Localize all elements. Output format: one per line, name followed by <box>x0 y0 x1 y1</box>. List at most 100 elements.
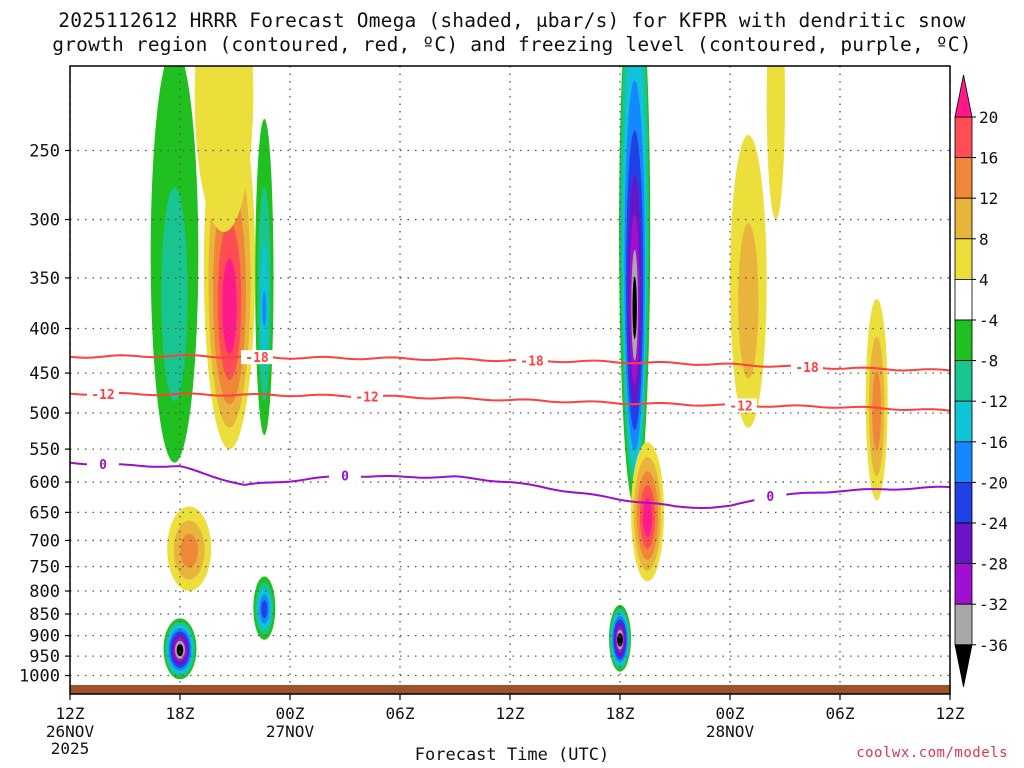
colorbar-bin <box>954 116 973 158</box>
contour-label: -18 <box>795 361 819 376</box>
omega-feature <box>865 298 888 501</box>
colorbar-label: -4 <box>979 311 998 330</box>
contour-label-bg <box>87 457 119 472</box>
y-tick-label: 650 <box>29 503 60 523</box>
x-tick-label: 18Z <box>606 704 635 723</box>
colorbar-top-extension <box>954 74 973 118</box>
omega-core <box>745 291 751 326</box>
contour-label-bg <box>329 468 361 483</box>
colorbar-label: -24 <box>979 514 1008 533</box>
colorbar-bin <box>954 563 973 605</box>
colorbar-label: -8 <box>979 352 998 371</box>
omega-core <box>219 83 229 121</box>
omega-feature <box>609 604 631 672</box>
y-tick-label: 700 <box>29 531 60 551</box>
colorbar-bin <box>954 522 973 564</box>
watermark: coolwx.com/models <box>856 745 1008 761</box>
contour-label: -18 <box>520 355 544 370</box>
y-tick-label: 1000 <box>19 667 60 687</box>
contour-label: 0 <box>99 458 107 473</box>
colorbar-bin <box>954 319 973 361</box>
contour-line-group: -12 -12 -12 <box>70 386 950 415</box>
omega-core <box>262 290 267 327</box>
omega-feature <box>619 66 651 507</box>
colorbar-bin <box>954 238 973 280</box>
colorbar-bin <box>954 360 973 402</box>
contour-line-group: -18 -18 -18 <box>70 350 950 376</box>
contour-label-bg <box>791 360 823 375</box>
colorbar-bin <box>954 197 973 240</box>
omega-feature <box>730 135 767 428</box>
x-axis-label: Forecast Time (UTC) <box>414 745 610 765</box>
y-tick-label: 500 <box>29 404 60 424</box>
x-tick-label: 06Z <box>826 704 855 723</box>
colorbar-label: 8 <box>979 230 989 249</box>
omega-band <box>194 66 254 232</box>
colorbar-label: 12 <box>979 189 998 208</box>
colorbar-label: -16 <box>979 433 1008 452</box>
chart-title-line-1: 2025112612 HRRR Forecast Omega (shaded, … <box>58 9 966 32</box>
y-tick-label: 250 <box>29 142 60 162</box>
contour-line <box>70 391 950 412</box>
y-tick-label: 400 <box>29 320 60 340</box>
colorbar-bin <box>954 441 973 483</box>
y-tick-label: 600 <box>29 473 60 493</box>
omega-feature <box>255 118 274 436</box>
omega-core <box>186 546 193 557</box>
colorbar-bin <box>954 400 973 443</box>
omega-feature <box>167 506 212 592</box>
x-tick-label: 00Z <box>716 704 745 723</box>
colorbar-label: -32 <box>979 595 1008 614</box>
y-tick-label: 300 <box>29 211 60 231</box>
x-tick-label: 12Z <box>936 704 965 723</box>
colorbar-label: 20 <box>979 108 998 127</box>
contour-label: 0 <box>341 470 349 485</box>
y-tick-label: 900 <box>29 627 60 647</box>
omega-core <box>262 605 267 614</box>
omega-core <box>225 288 234 329</box>
contour-label-bg <box>516 353 548 368</box>
contour-label-bg <box>241 350 273 365</box>
colorbar-label: -28 <box>979 555 1008 574</box>
omega-core <box>874 401 879 425</box>
omega-band <box>766 66 785 220</box>
contour-label: -18 <box>245 351 269 366</box>
colorbar-label: 4 <box>979 270 989 289</box>
colorbar-bottom-extension <box>954 644 973 687</box>
colorbar-label: -12 <box>979 392 1008 411</box>
omega-core <box>632 276 637 339</box>
omega-core <box>618 635 622 644</box>
x-tick-label: 00Z <box>276 704 305 723</box>
omega-feature <box>194 66 254 232</box>
contour-layer: -18 -18 -18 -12 -12 -12 0 0 0 <box>70 350 950 510</box>
omega-core <box>773 104 778 133</box>
contour-label-bg <box>725 398 757 413</box>
colorbar-bin <box>954 603 973 646</box>
x-tick-label: 18Z <box>166 704 195 723</box>
y-tick-label: 450 <box>29 364 60 384</box>
colorbar-label: 16 <box>979 149 998 168</box>
contour-label: 0 <box>766 490 774 505</box>
x-tick-sublabel: 28NOV <box>706 722 755 741</box>
contour-label-bg <box>351 389 383 404</box>
omega-feature <box>766 66 785 220</box>
y-axis: 2503003504004505005506006507007508008509… <box>19 142 70 687</box>
colorbar-bin <box>954 481 973 524</box>
contour-label: -12 <box>91 388 114 403</box>
y-tick-label: 850 <box>29 605 60 625</box>
y-tick-label: 550 <box>29 440 60 460</box>
y-tick-label: 800 <box>29 582 60 602</box>
omega-core <box>645 509 650 527</box>
x-tick-label: 12Z <box>56 704 85 723</box>
x-tick-label: 12Z <box>496 704 525 723</box>
colorbar-label: -20 <box>979 473 1008 492</box>
x-tick-sublabel: 27NOV <box>266 722 315 741</box>
x-tick-sublabel: 26NOV <box>46 722 95 741</box>
omega-core <box>171 285 178 332</box>
contour-label: -12 <box>355 390 378 405</box>
y-tick-label: 950 <box>29 647 60 667</box>
x-tick-sublabel: 2025 <box>51 739 90 758</box>
colorbar-bin <box>954 278 973 321</box>
contour-label-bg <box>87 386 119 401</box>
